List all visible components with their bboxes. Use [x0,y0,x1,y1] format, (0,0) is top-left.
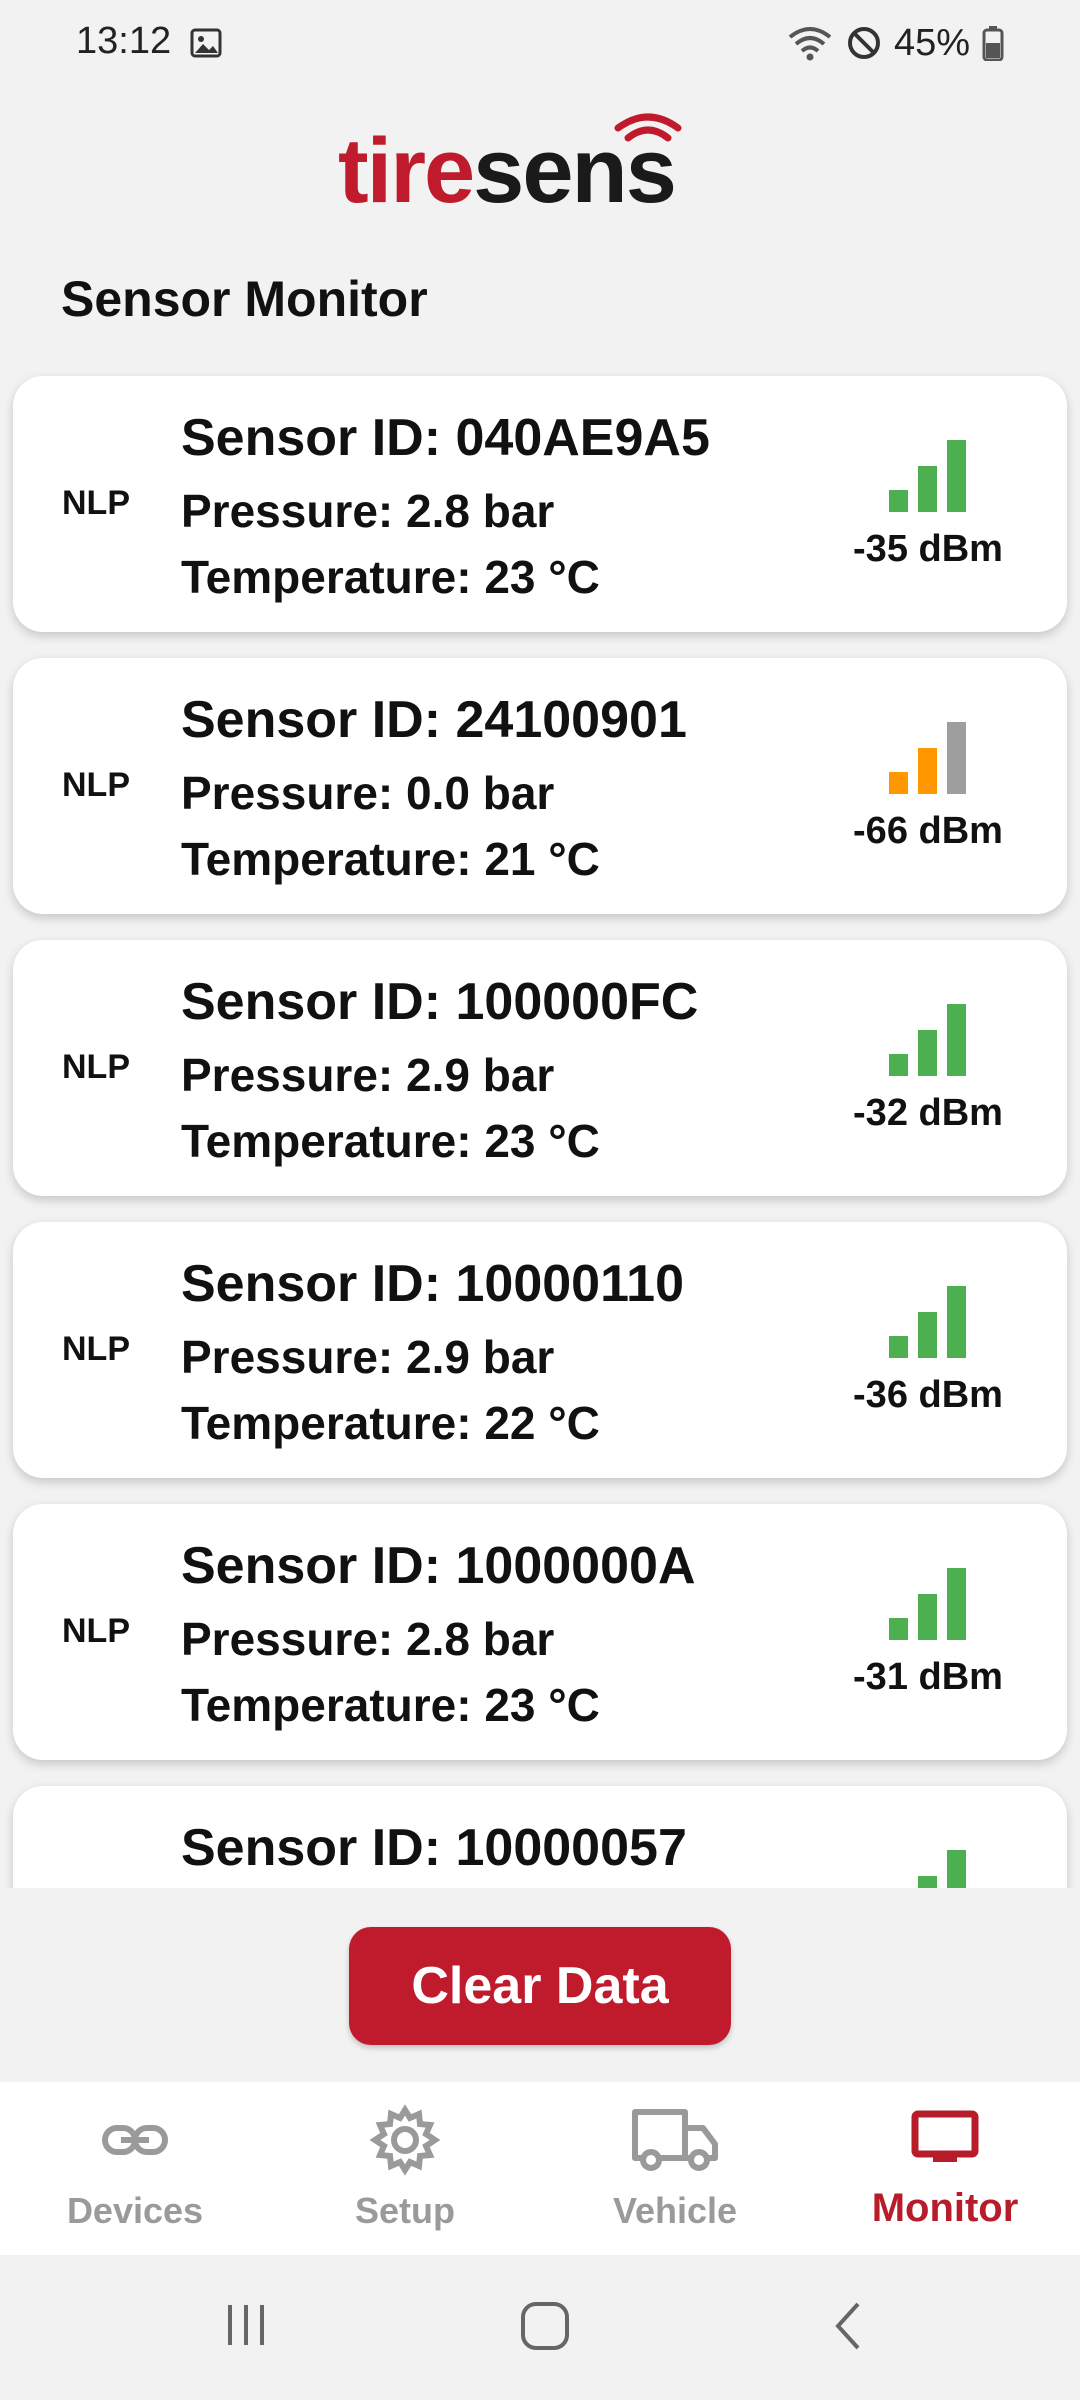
signal-strength-value: -32 dBm [853,1092,1003,1134]
signal-strength-icon [873,1842,969,1888]
sensor-temperature: Temperature: 23 °C [181,551,600,603]
wifi-icon [788,27,832,61]
monitor-icon [911,2110,979,2162]
logo-text-dark: sens [473,120,675,214]
sensor-list[interactable]: NLP Sensor ID: 040AE9A5 Pressure: 2.8 ba… [0,370,1080,1888]
sensor-temperature: Temperature: 23 °C [181,1115,600,1167]
nav-label-setup: Setup [354,2190,455,2231]
sensor-card[interactable]: NLP Sensor ID: 1000000A Pressure: 2.8 ba… [13,1504,1067,1760]
tiresens-logo: tiresens [338,113,682,214]
back-icon[interactable] [828,2299,868,2353]
battery-percentage: 45% [893,21,970,64]
battery-icon [982,26,1004,61]
signal-strength-icon [873,1560,969,1640]
status-time: 13:12 [76,20,172,62]
sensor-card[interactable]: NLP Sensor ID: 10000110 Pressure: 2.9 ba… [13,1222,1067,1478]
sensor-id: Sensor ID: 10000110 [181,1255,684,1313]
signal-strength-value: -35 dBm [853,528,1003,570]
gear-icon [369,2104,441,2176]
sensor-pressure: Pressure: 0.0 bar [181,767,555,819]
sensor-card[interactable]: NLP Sensor ID: 24100901 Pressure: 0.0 ba… [13,658,1067,914]
page-title: Sensor Monitor [61,271,428,327]
bottom-navigation: Devices Setup Vehicle [0,2082,1080,2255]
nav-label-monitor: Monitor [871,2186,1019,2230]
sensor-card[interactable]: Sensor ID: 10000057 [13,1786,1067,1888]
signal-strength-value: -36 dBm [853,1374,1003,1416]
nav-item-monitor[interactable]: Monitor [810,2082,1080,2255]
system-navigation-bar [0,2255,1080,2400]
sensor-id: Sensor ID: 24100901 [181,691,687,749]
sensor-type: NLP [62,484,130,522]
signal-strength-icon [873,714,969,794]
status-indicators: 45% [786,18,1004,68]
sensor-temperature: Temperature: 21 °C [181,833,600,885]
home-icon[interactable] [518,2299,572,2353]
sensor-type: NLP [62,1048,130,1086]
nav-label-vehicle: Vehicle [612,2190,738,2231]
sensor-pressure: Pressure: 2.8 bar [181,1613,555,1665]
signal-strength-value: -31 dBm [853,1656,1003,1698]
sensor-id: Sensor ID: 10000057 [181,1819,687,1877]
sensor-pressure: Pressure: 2.9 bar [181,1049,555,1101]
recent-apps-icon[interactable] [220,2299,272,2351]
nav-item-setup[interactable]: Setup [270,2082,540,2255]
logo-text-red: tire [338,120,473,214]
gallery-notification-icon [190,28,222,58]
signal-strength-icon [873,996,969,1076]
clear-data-button[interactable]: Clear Data [349,1927,731,2045]
sensor-temperature: Temperature: 23 °C [181,1679,600,1731]
sensor-pressure: Pressure: 2.8 bar [181,485,555,537]
sensor-temperature: Temperature: 22 °C [181,1397,600,1449]
sensor-id: Sensor ID: 040AE9A5 [181,409,710,467]
sensor-id: Sensor ID: 100000FC [181,973,699,1031]
sensor-id: Sensor ID: 1000000A [181,1537,696,1595]
status-bar: 13:12 45% [0,0,1080,88]
sensor-card[interactable]: NLP Sensor ID: 100000FC Pressure: 2.9 ba… [13,940,1067,1196]
sensor-pressure: Pressure: 2.9 bar [181,1331,555,1383]
nav-label-devices: Devices [66,2190,204,2231]
nav-item-devices[interactable]: Devices [0,2082,270,2255]
nav-item-vehicle[interactable]: Vehicle [540,2082,810,2255]
sensor-type: NLP [62,1330,130,1368]
signal-strength-value: -66 dBm [853,810,1003,852]
sensor-card[interactable]: NLP Sensor ID: 040AE9A5 Pressure: 2.8 ba… [13,376,1067,632]
signal-strength-icon [873,1278,969,1358]
link-icon [102,2125,168,2155]
do-not-disturb-icon [847,27,880,59]
svg-text:tiresens: tiresens [338,120,675,214]
sensor-type: NLP [62,766,130,804]
sensor-type: NLP [62,1612,130,1650]
truck-icon [632,2109,718,2171]
signal-strength-icon [873,432,969,512]
